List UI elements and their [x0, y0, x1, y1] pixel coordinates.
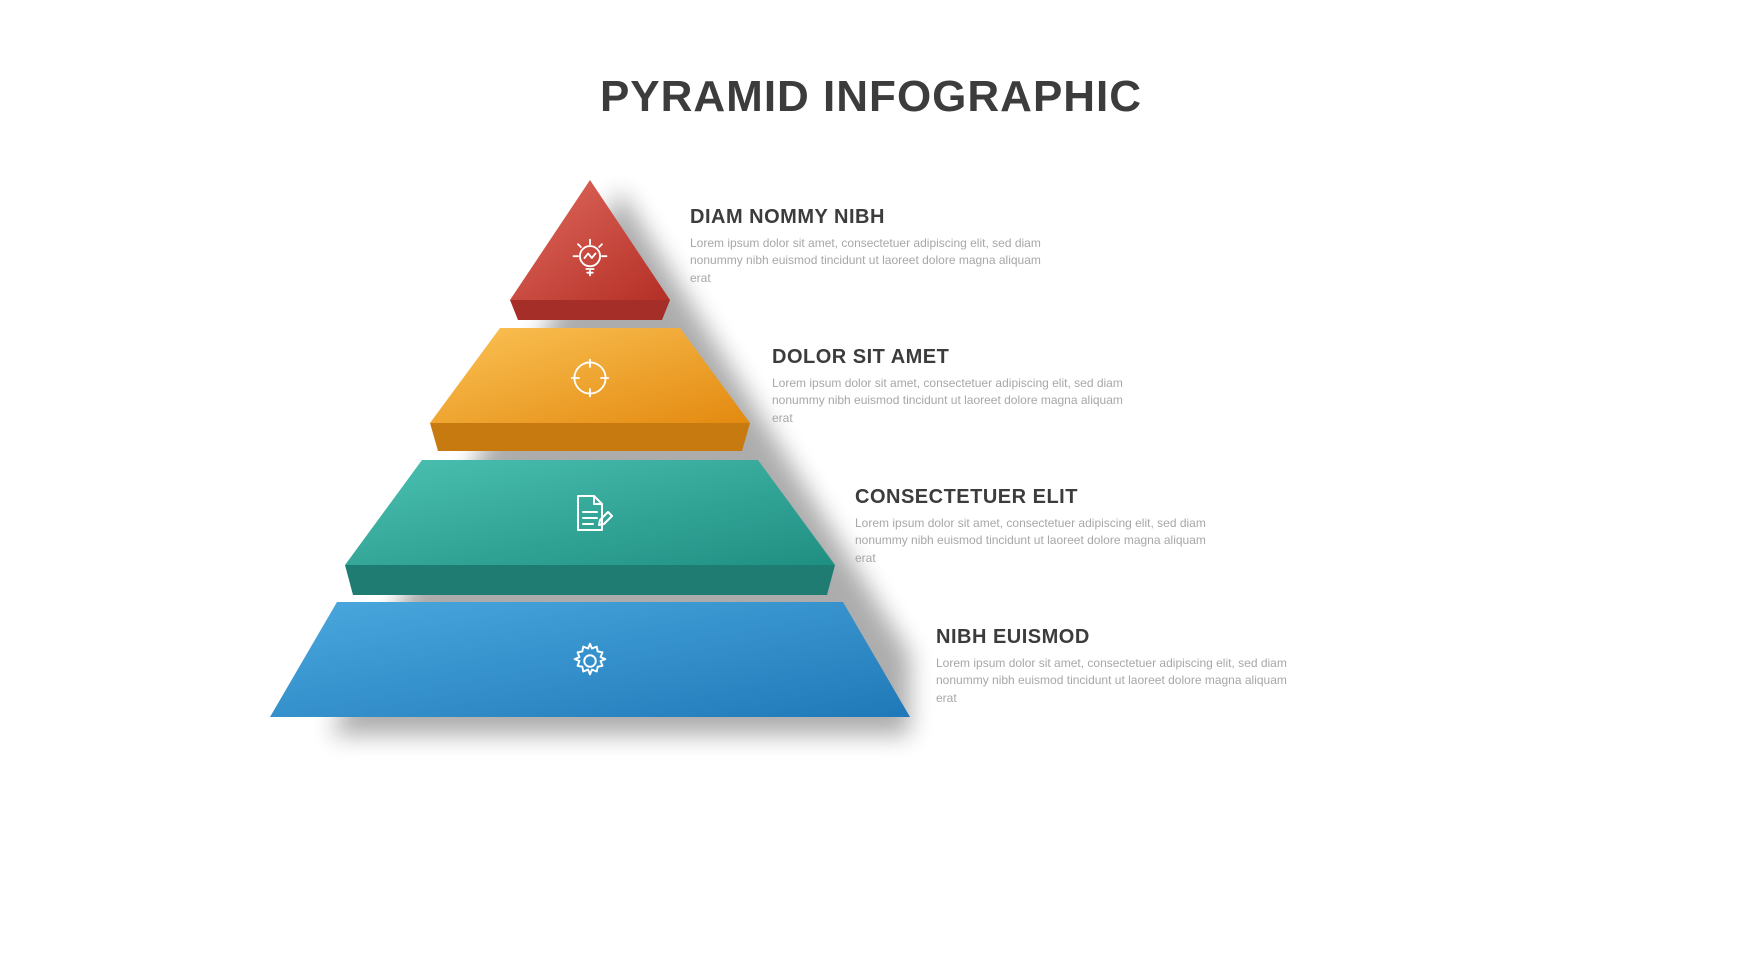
- document-icon: [270, 490, 910, 538]
- info-heading: DOLOR SIT AMET: [772, 346, 1132, 369]
- page-title: PYRAMID INFOGRAPHIC: [0, 72, 1742, 122]
- info-body: Lorem ipsum dolor sit amet, consectetuer…: [772, 375, 1132, 427]
- info-body: Lorem ipsum dolor sit amet, consectetuer…: [936, 655, 1296, 707]
- info-heading: CONSECTETUER ELIT: [855, 486, 1215, 509]
- info-body: Lorem ipsum dolor sit amet, consectetuer…: [690, 235, 1050, 287]
- pyramid-layer-4: [270, 602, 910, 732]
- info-heading: DIAM NOMMY NIBH: [690, 206, 1050, 229]
- info-block-3: CONSECTETUER ELIT Lorem ipsum dolor sit …: [855, 486, 1215, 567]
- info-heading: NIBH EUISMOD: [936, 626, 1296, 649]
- info-block-1: DIAM NOMMY NIBH Lorem ipsum dolor sit am…: [690, 206, 1050, 287]
- info-block-4: NIBH EUISMOD Lorem ipsum dolor sit amet,…: [936, 626, 1296, 707]
- pyramid-layer-3: [270, 460, 910, 600]
- info-block-2: DOLOR SIT AMET Lorem ipsum dolor sit ame…: [772, 346, 1132, 427]
- gear-icon: [270, 638, 910, 684]
- info-body: Lorem ipsum dolor sit amet, consectetuer…: [855, 515, 1215, 567]
